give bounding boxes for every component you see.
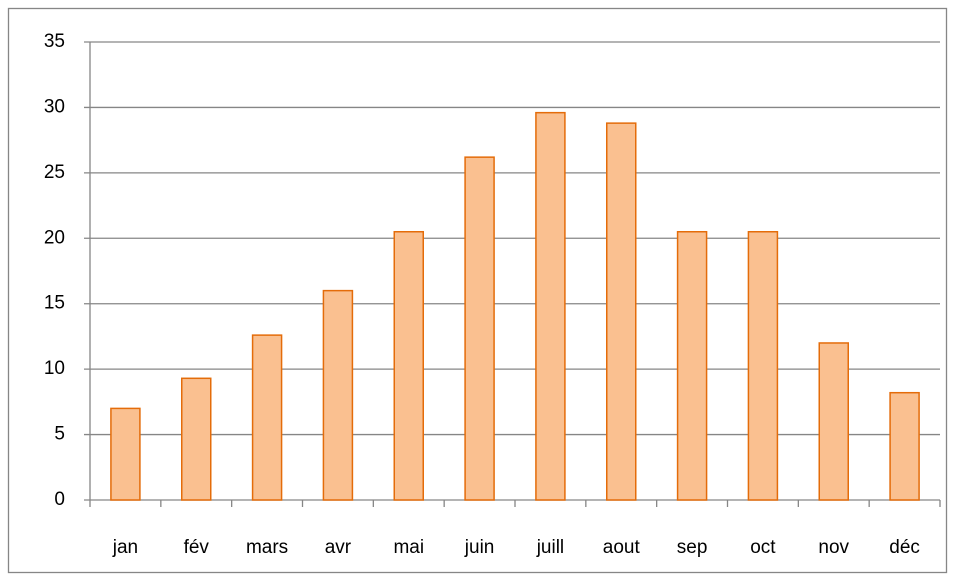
bar — [181, 377, 212, 501]
bar — [676, 230, 708, 501]
x-tick-label: déc — [889, 537, 920, 558]
y-tick-label: 0 — [54, 489, 65, 510]
x-tick-label: fév — [184, 537, 210, 558]
x-tick-label: sep — [677, 537, 708, 558]
x-tick-label: mai — [393, 537, 424, 558]
x-tick-label: mars — [246, 537, 288, 558]
y-tick-label: 15 — [44, 293, 65, 314]
y-tick-label: 30 — [44, 96, 65, 117]
x-tick-label: aout — [603, 537, 641, 558]
x-tick-label: jan — [112, 537, 138, 558]
bar — [110, 407, 141, 501]
bar — [322, 289, 354, 501]
bar — [393, 230, 424, 501]
x-tick-label: nov — [818, 537, 849, 558]
y-tick-label: 10 — [44, 358, 65, 379]
y-tick-label: 5 — [54, 424, 65, 445]
x-tick-label: juill — [536, 537, 564, 558]
bar — [747, 230, 779, 501]
y-tick-label: 25 — [44, 162, 65, 183]
x-tick-label: oct — [750, 537, 776, 558]
x-tick-label: avr — [325, 537, 352, 558]
x-tick-label: juin — [464, 537, 495, 558]
y-tick-label: 20 — [44, 227, 65, 248]
bar — [889, 391, 920, 501]
bar — [818, 342, 849, 501]
bar — [606, 122, 637, 501]
bar — [535, 111, 566, 501]
bar — [464, 156, 495, 501]
bar — [251, 334, 283, 501]
y-tick-label: 35 — [44, 31, 65, 52]
